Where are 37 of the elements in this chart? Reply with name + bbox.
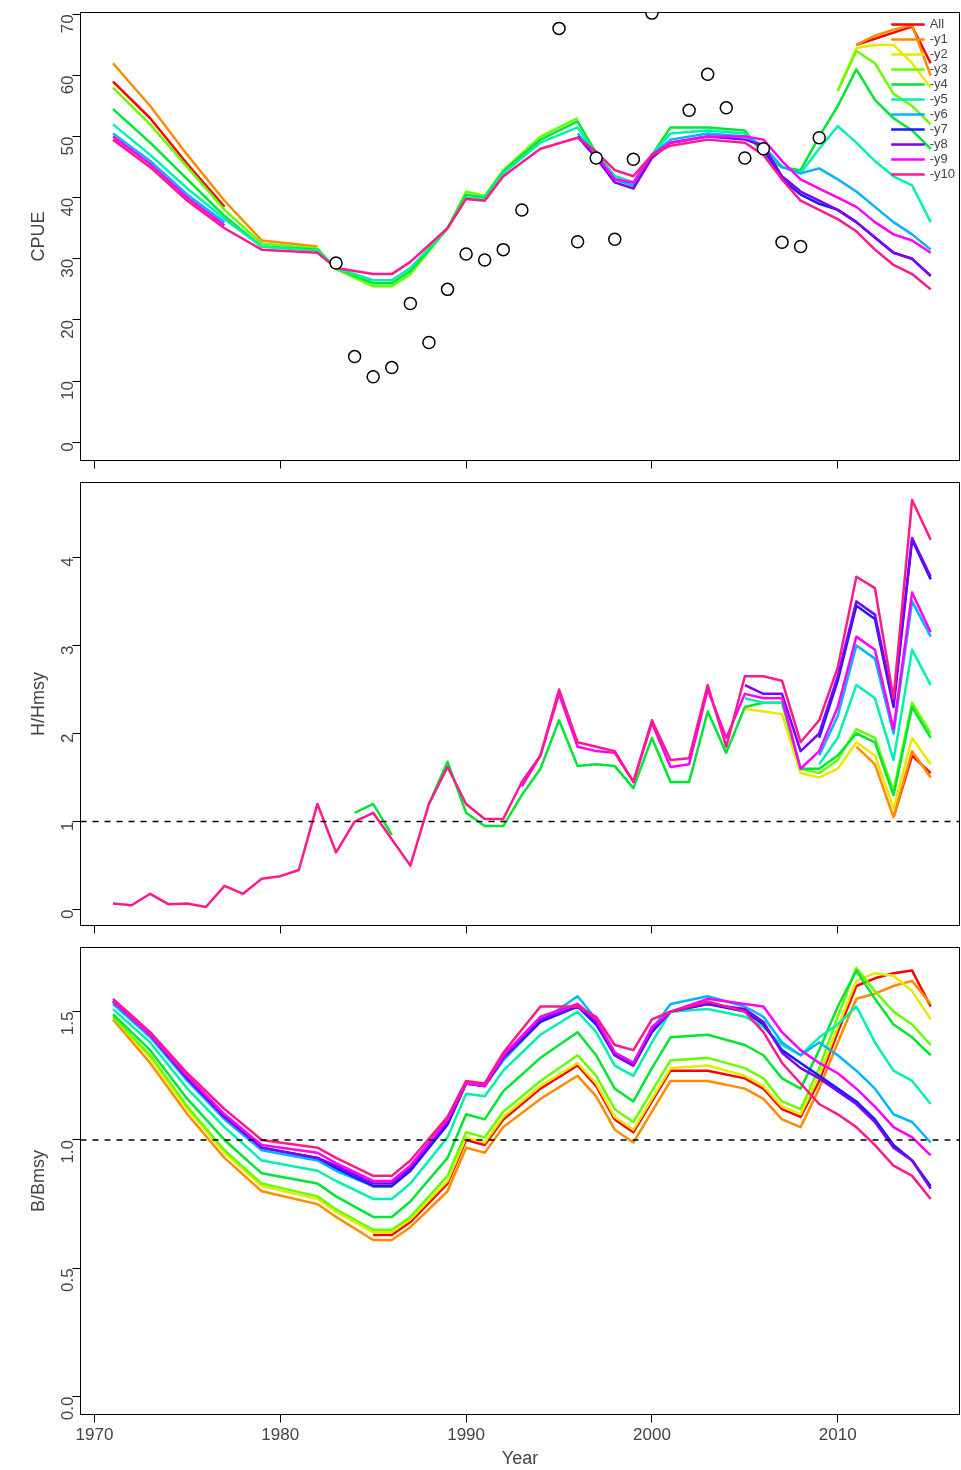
- legend-label: -y1: [929, 31, 949, 46]
- legend-label: -y7: [929, 121, 949, 136]
- y-tick-label: 0: [58, 909, 78, 920]
- y-axis-title: B/Bmsy: [27, 1149, 48, 1212]
- legend-label: -y5: [929, 91, 949, 106]
- x-axis-title: Year: [501, 1447, 539, 1468]
- legend-label: -y2: [929, 46, 949, 61]
- y-tick-label: 70: [58, 14, 78, 34]
- y-tick-label: 0.5: [58, 1268, 78, 1292]
- y-tick-label: 10: [58, 381, 78, 400]
- y-tick-label: 0: [58, 442, 78, 452]
- legend-label: All: [929, 16, 946, 31]
- x-tick-label: 1990: [447, 1424, 486, 1444]
- y-tick-label: 40: [58, 197, 78, 217]
- y-tick-label: 3: [58, 645, 78, 655]
- legend-label: -y8: [929, 136, 949, 151]
- legend-label: -y4: [929, 76, 949, 91]
- y-tick-label: 1.0: [58, 1139, 78, 1164]
- y-tick-label: 1: [58, 821, 78, 832]
- y-axis-title: H/Hmsy: [27, 672, 48, 736]
- legend-label: -y9: [929, 151, 949, 166]
- y-tick-label: 1.5: [58, 1011, 78, 1036]
- y-tick-label: 60: [58, 75, 78, 95]
- legend-label: -y3: [929, 61, 949, 76]
- legend-label: -y6: [929, 106, 949, 121]
- y-tick-label: 20: [58, 319, 78, 339]
- y-tick-label: 30: [58, 258, 78, 278]
- y-tick-label: 4: [58, 557, 78, 567]
- x-tick-label: 1970: [75, 1424, 114, 1444]
- legend-label: -y10: [929, 166, 955, 181]
- y-tick-label: 50: [58, 136, 78, 156]
- x-tick-label: 2000: [633, 1424, 671, 1444]
- x-tick-label: 1980: [261, 1424, 300, 1444]
- y-axis-title: CPUE: [27, 211, 48, 262]
- x-tick-label: 2010: [818, 1424, 857, 1444]
- y-tick-label: 0.0: [58, 1396, 78, 1421]
- y-tick-label: 2: [58, 733, 78, 743]
